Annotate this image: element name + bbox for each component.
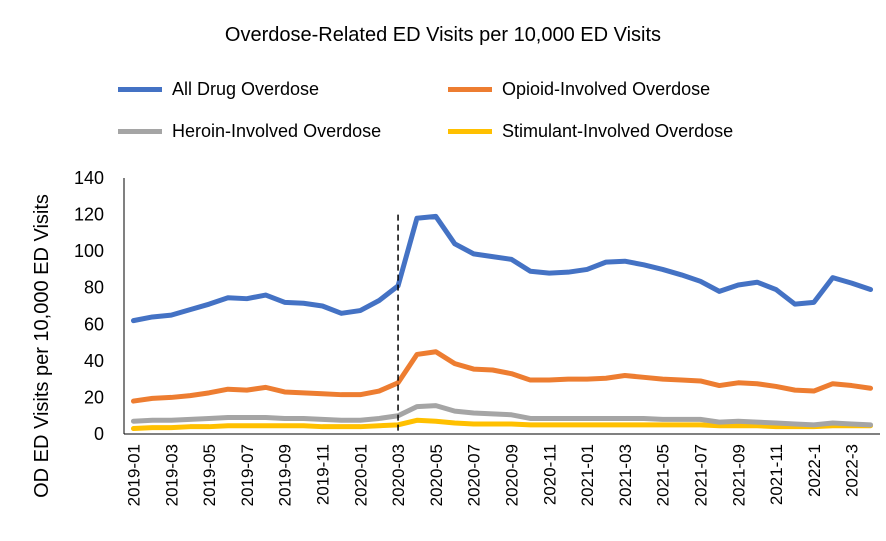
y-tick-label: 40 xyxy=(84,351,104,371)
legend-item-all-drug: All Drug Overdose xyxy=(118,79,319,100)
y-tick-label: 60 xyxy=(84,314,104,334)
x-tick-label: 2019-09 xyxy=(276,444,295,506)
legend-label: All Drug Overdose xyxy=(172,79,320,99)
x-tick-label: 2019-07 xyxy=(238,444,257,506)
legend-item-opioid: Opioid-Involved Overdose xyxy=(448,79,710,100)
x-tick-label: 2021-11 xyxy=(767,444,786,505)
x-tick-label: 2020-09 xyxy=(502,444,521,506)
x-tick-label: 2020-03 xyxy=(389,444,408,506)
legend-label: Heroin-Involved Overdose xyxy=(172,121,382,141)
y-tick-label: 120 xyxy=(74,205,104,225)
series-line-3 xyxy=(130,417,874,432)
y-tick-label: 80 xyxy=(84,278,104,298)
x-tick-label: 2019-01 xyxy=(124,444,143,506)
x-tick-label: 2020-01 xyxy=(351,444,370,506)
legend-label: Stimulant-Involved Overdose xyxy=(502,121,734,141)
y-tick-label: 100 xyxy=(74,241,104,261)
x-tick-label: 2021-07 xyxy=(691,444,710,506)
x-tick-label: 2022-3 xyxy=(843,444,862,497)
y-tick-label: 140 xyxy=(74,168,104,188)
legend-label: Opioid-Involved Overdose xyxy=(502,79,711,99)
x-tick-label: 2019-03 xyxy=(162,444,181,506)
x-tick-label: 2019-05 xyxy=(200,444,219,506)
x-tick-label: 2022-1 xyxy=(805,444,824,497)
legend-item-heroin: Heroin-Involved Overdose xyxy=(118,121,381,142)
x-tick-label: 2020-07 xyxy=(465,444,484,506)
legend-swatch xyxy=(448,129,492,134)
x-tick-label: 2021-09 xyxy=(729,444,748,506)
x-tick-label: 2021-05 xyxy=(654,444,673,506)
legend-swatch xyxy=(448,87,492,92)
chart-title: Overdose-Related ED Visits per 10,000 ED… xyxy=(224,24,662,46)
legend-item-stimulant: Stimulant-Involved Overdose xyxy=(448,121,733,142)
series-line-0 xyxy=(130,213,874,324)
legend-swatch xyxy=(118,87,162,92)
x-tick-label: 2021-01 xyxy=(578,444,597,506)
x-tick-label: 2019-11 xyxy=(313,444,332,505)
x-tick-label: 2020-11 xyxy=(540,444,559,505)
x-tick-label: 2021-03 xyxy=(616,444,635,506)
legend-swatch xyxy=(118,129,162,134)
y-tick-label: 20 xyxy=(84,387,104,407)
series-line-1 xyxy=(130,349,874,404)
x-tick-label: 2020-05 xyxy=(427,444,446,506)
y-axis-title: OD ED Visits per 10,000 ED Visits xyxy=(31,194,53,498)
series-line-2 xyxy=(130,403,874,428)
y-tick-label: 0 xyxy=(94,424,104,444)
